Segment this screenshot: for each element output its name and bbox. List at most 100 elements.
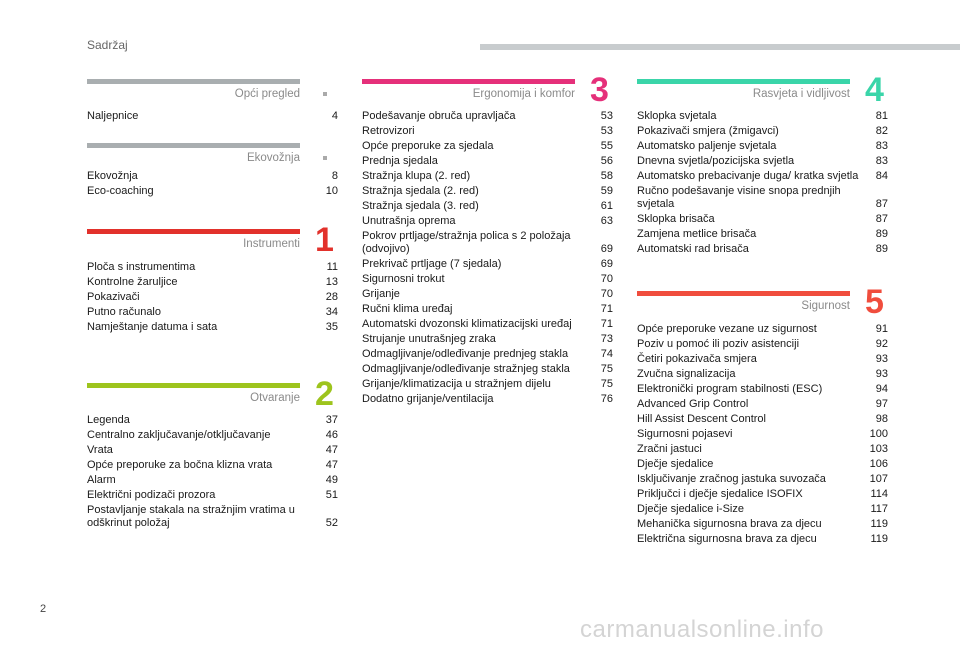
toc-entry-title: Sklopka svjetala (637, 110, 717, 122)
toc-entry-title: Zvučna signalizacija (637, 368, 736, 380)
toc-entry[interactable]: Legenda 37 (87, 414, 338, 427)
toc-entry-title: Automatski dvozonski klimatizacijski ure… (362, 318, 572, 330)
toc-entry-page: 106 (869, 458, 888, 470)
toc-entry[interactable]: Opće preporuke za bočna klizna vrata 47 (87, 459, 338, 472)
toc-entry-title: Odmagljivanje/odleđivanje stražnjeg stak… (362, 363, 570, 375)
toc-entry-title: Postavljanje stakala na stražnjim vratim… (87, 504, 295, 529)
toc-entry-page: 71 (600, 303, 613, 315)
toc-entry-title: Elektronički program stabilnosti (ESC) (637, 383, 823, 395)
toc-entry[interactable]: Dječje sjedalice 106 (637, 458, 888, 471)
toc-entry[interactable]: Ploča s instrumentima 11 (87, 261, 338, 274)
toc-entry[interactable]: Kontrolne žaruljice 13 (87, 276, 338, 289)
toc-entry[interactable]: Odmagljivanje/odleđivanje stražnjeg stak… (362, 363, 613, 376)
section-number: 3 (590, 71, 609, 109)
toc-entry[interactable]: Električni podizači prozora 51 (87, 489, 338, 502)
toc-entry-page: 74 (600, 348, 613, 360)
toc-entry-title: Stražnja klupa (2. red) (362, 170, 471, 182)
toc-entry[interactable]: Sigurnosni trokut 70 (362, 273, 613, 286)
toc-entry-page: 61 (600, 200, 613, 212)
toc-entry[interactable]: Poziv u pomoć ili poziv asistenciji 92 (637, 338, 888, 351)
toc-entry-title: Namještanje datuma i sata (87, 321, 218, 333)
toc-entry[interactable]: Ručni klima uređaj 71 (362, 303, 613, 316)
toc-entry-title: Vrata (87, 444, 113, 456)
toc-entry-page: 47 (325, 459, 338, 471)
toc-entry[interactable]: Retrovizori 53 (362, 125, 613, 138)
toc-entry[interactable]: Stražnja sjedala (2. red) 59 (362, 185, 613, 198)
toc-entry[interactable]: Sklopka svjetala 81 (637, 110, 888, 123)
toc-entry[interactable]: Stražnja klupa (2. red) 58 (362, 170, 613, 183)
toc-entry[interactable]: Putno računalo 34 (87, 306, 338, 319)
toc-entry[interactable]: Sklopka brisača 87 (637, 213, 888, 226)
section-rule (87, 383, 300, 388)
toc-entry[interactable]: Dnevna svjetla/pozicijska svjetla 83 (637, 155, 888, 168)
toc-entry-page: 46 (325, 429, 338, 441)
toc-entry[interactable]: Namještanje datuma i sata 35 (87, 321, 338, 334)
toc-entry[interactable]: Automatski dvozonski klimatizacijski ure… (362, 318, 613, 331)
toc-entry[interactable]: Eco-coaching 10 (87, 185, 338, 198)
toc-entry-title: Eco-coaching (87, 185, 154, 197)
section-title: Sigurnost (801, 300, 850, 312)
toc-entry[interactable]: Zamjena metlice brisača 89 (637, 228, 888, 241)
toc-entry[interactable]: Vrata 47 (87, 444, 338, 457)
toc-entry[interactable]: Alarm 49 (87, 474, 338, 487)
toc-entry[interactable]: Podešavanje obruča upravljača 53 (362, 110, 613, 123)
section-rule (87, 229, 300, 234)
toc-entry[interactable]: Pokazivači smjera (žmigavci) 82 (637, 125, 888, 138)
toc-entry[interactable]: Prednja sjedala 56 (362, 155, 613, 168)
toc-entry[interactable]: Četiri pokazivača smjera 93 (637, 353, 888, 366)
toc-entry[interactable]: Dječje sjedalice i-Size 117 (637, 503, 888, 516)
section-rule (362, 79, 575, 84)
toc-entry-title: Prekrivač prtljage (7 sjedala) (362, 258, 502, 270)
section-entries: Ploča s instrumentima 11 Kontrolne žarulji… (87, 261, 338, 336)
toc-entry[interactable]: Automatsko paljenje svjetala 83 (637, 140, 888, 153)
toc-entry[interactable]: Zračni jastuci 103 (637, 443, 888, 456)
section-title: Rasvjeta i vidljivost (752, 88, 850, 100)
toc-entry[interactable]: Naljepnice 4 (87, 110, 338, 123)
toc-entry[interactable]: Pokrov prtljage/stražnja polica s 2 polo… (362, 230, 613, 256)
toc-entry-title: Mehanička sigurnosna brava za djecu (637, 518, 822, 530)
toc-entry[interactable]: Priključci i dječje sjedalice ISOFIX 114 (637, 488, 888, 501)
toc-entry-title: Stražnja sjedala (3. red) (362, 200, 479, 212)
toc-entry[interactable]: Sigurnosni pojasevi 100 (637, 428, 888, 441)
toc-entry[interactable]: Ručno podešavanje visine snopa prednjih … (637, 185, 888, 211)
toc-entry[interactable]: Dodatno grijanje/ventilacija 76 (362, 393, 613, 406)
toc-entry[interactable]: Postavljanje stakala na stražnjim vratim… (87, 504, 338, 530)
section-rule (87, 79, 300, 84)
toc-entry-page: 13 (325, 276, 338, 288)
toc-entry[interactable]: Centralno zaključavanje/otključavanje 46 (87, 429, 338, 442)
toc-entry[interactable]: Grijanje/klimatizacija u stražnjem dijel… (362, 378, 613, 391)
toc-entry[interactable]: Prekrivač prtljage (7 sjedala) 69 (362, 258, 613, 271)
toc-entry[interactable]: Električna sigurnosna brava za djecu 119 (637, 533, 888, 546)
toc-entry-page: 59 (600, 185, 613, 197)
toc-entry[interactable]: Strujanje unutrašnjeg zraka 73 (362, 333, 613, 346)
toc-entry[interactable]: Hill Assist Descent Control 98 (637, 413, 888, 426)
toc-entry-title: Zamjena metlice brisača (637, 228, 757, 240)
toc-entry-title: Grijanje (362, 288, 400, 300)
toc-entry[interactable]: Grijanje 70 (362, 288, 613, 301)
toc-entry[interactable]: Opće preporuke za sjedala 55 (362, 140, 613, 153)
toc-entry[interactable]: Automatski rad brisača 89 (637, 243, 888, 256)
toc-entry[interactable]: Advanced Grip Control 97 (637, 398, 888, 411)
toc-entry[interactable]: Automatsko prebacivanje duga/ kratka svj… (637, 170, 888, 183)
toc-entry-title: Dječje sjedalice (637, 458, 714, 470)
toc-entry[interactable]: Isključivanje zračnog jastuka suvozača 10… (637, 473, 888, 486)
toc-entry[interactable]: Odmagljivanje/odleđivanje prednjeg stakl… (362, 348, 613, 361)
toc-entry[interactable]: Unutrašnja oprema 63 (362, 215, 613, 228)
toc-entry[interactable]: Stražnja sjedala (3. red) 61 (362, 200, 613, 213)
toc-entry-title: Opće preporuke za sjedala (362, 140, 494, 152)
toc-entry[interactable]: Opće preporuke vezane uz sigurnost 91 (637, 323, 888, 336)
toc-entry[interactable]: Elektronički program stabilnosti (ESC) 94 (637, 383, 888, 396)
toc-entry-title: Advanced Grip Control (637, 398, 749, 410)
toc-entry-title: Ploča s instrumentima (87, 261, 196, 273)
toc-entry[interactable]: Zvučna signalizacija 93 (637, 368, 888, 381)
toc-entry-page: 114 (870, 488, 888, 500)
page-number: 2 (40, 603, 47, 615)
section-entries: Podešavanje obruča upravljača 53 Retrovizo… (362, 110, 613, 408)
toc-entry-page: 53 (600, 110, 613, 122)
toc-entry[interactable]: Mehanička sigurnosna brava za djecu 119 (637, 518, 888, 531)
toc-entry-page: 56 (600, 155, 613, 167)
toc-entry[interactable]: Ekovožnja 8 (87, 170, 338, 183)
toc-entry[interactable]: Pokazivači 28 (87, 291, 338, 304)
header-bar (480, 44, 960, 50)
toc-entry-page: 119 (870, 518, 888, 530)
